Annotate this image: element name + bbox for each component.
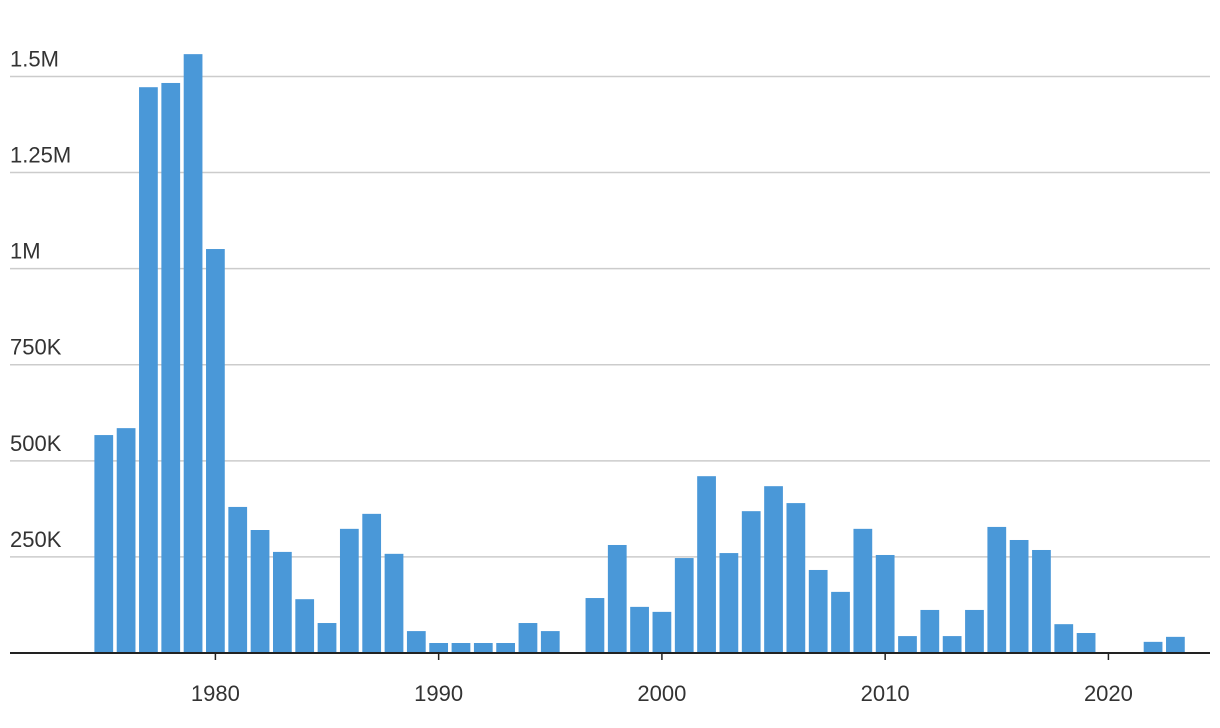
bar: [652, 611, 672, 653]
bar: [764, 486, 783, 653]
y-tick-label: 1.25M: [10, 143, 71, 168]
bar: [94, 435, 114, 653]
y-tick-label: 250K: [10, 527, 62, 552]
bar: [473, 643, 493, 653]
bar: [585, 598, 605, 653]
bar: [875, 554, 895, 653]
x-tick-label: 2010: [861, 681, 910, 706]
y-tick-label: 750K: [10, 335, 62, 360]
bar: [228, 506, 248, 653]
y-tick-label: 500K: [10, 431, 62, 456]
bar: [853, 528, 873, 653]
bar: [987, 526, 1007, 653]
bar: [719, 553, 739, 653]
bar: [898, 636, 917, 653]
y-tick-label: 1.5M: [10, 46, 59, 71]
bar: [965, 609, 984, 653]
x-tick-label: 2000: [637, 681, 686, 706]
bar: [808, 569, 828, 653]
bar: [183, 54, 203, 654]
x-tick-label: 2020: [1084, 681, 1133, 706]
bar: [317, 623, 337, 653]
bar: [139, 87, 158, 653]
bar: [1076, 633, 1096, 653]
bar: [496, 643, 516, 653]
bar: [406, 631, 426, 653]
bar: [540, 631, 560, 653]
bar: [362, 513, 382, 653]
bar: [942, 636, 962, 653]
x-tick-label: 1980: [191, 681, 240, 706]
bar: [451, 643, 471, 653]
bar: [250, 530, 270, 653]
bar: [1054, 624, 1074, 653]
bar: [920, 609, 940, 653]
bar: [295, 599, 315, 653]
bar: [741, 511, 761, 653]
bar: [116, 428, 136, 653]
bar: [384, 553, 404, 653]
bar: [831, 591, 850, 653]
bar: [607, 544, 627, 653]
bar: [1009, 539, 1029, 653]
bar: [339, 528, 359, 653]
bar: [518, 623, 538, 653]
bar: [786, 503, 806, 653]
bar: [1032, 549, 1051, 653]
bar: [1143, 641, 1163, 653]
bar: [429, 643, 449, 653]
bar: [272, 551, 292, 653]
bar: [674, 558, 694, 653]
bar: [697, 476, 716, 653]
bar: [1166, 636, 1185, 653]
y-tick-label: 1M: [10, 239, 41, 264]
bar: [630, 606, 649, 653]
bar: [161, 82, 181, 654]
x-tick-label: 1990: [414, 681, 463, 706]
bar: [206, 249, 225, 653]
